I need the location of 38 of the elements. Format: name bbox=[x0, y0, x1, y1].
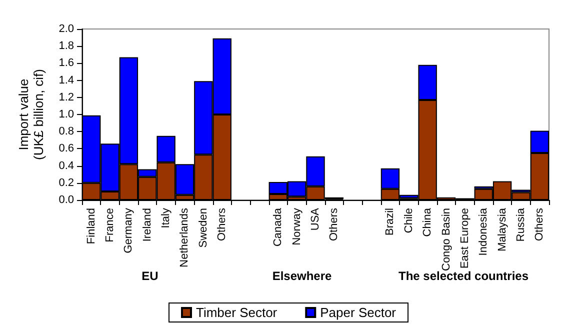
y-tick-label: 1.8 bbox=[58, 40, 74, 52]
y-tick-label: 1.6 bbox=[58, 57, 74, 70]
text: Elsewhere bbox=[272, 269, 332, 283]
x-tick-label: Congo Basin bbox=[440, 208, 452, 271]
y-tick-label: 1.4 bbox=[58, 74, 74, 86]
y-tick-label: 0.2 bbox=[58, 176, 74, 189]
x-tick-label: Norway bbox=[290, 208, 303, 246]
x-tick-label: Others bbox=[216, 208, 228, 242]
x-tick-label: USA bbox=[310, 207, 322, 231]
x-tick-label: Canada bbox=[272, 207, 284, 247]
x-tick-label: Malaysia bbox=[496, 207, 508, 252]
x-tick-label: Germany bbox=[122, 208, 135, 254]
text: The selected countries bbox=[398, 269, 529, 283]
x-tick-label: Netherlands bbox=[178, 208, 191, 268]
x-tick-label: Sweden bbox=[197, 208, 210, 248]
x-tick-label: Ireland bbox=[141, 208, 154, 242]
legend-label: Timber Sector bbox=[196, 305, 278, 320]
x-tick-label: Russia bbox=[514, 207, 527, 242]
x-tick-label: France bbox=[104, 208, 116, 242]
x-tick-label: Brazil bbox=[384, 208, 396, 236]
x-tick-label: China bbox=[422, 207, 434, 237]
x-tick-label: Italy bbox=[160, 208, 172, 228]
y-tick-label: 1.2 bbox=[58, 91, 74, 104]
y-tick-label: 0.8 bbox=[58, 126, 74, 138]
y-axis-title: Import value (UK£ billion, cif) bbox=[16, 68, 46, 160]
x-tick-label: Indonesia bbox=[478, 207, 490, 256]
x-tick-label: Chile bbox=[402, 208, 415, 234]
x-tick-label: East Europe bbox=[458, 208, 471, 269]
y-tick-label: 0.0 bbox=[58, 194, 74, 206]
y-tick-label: 2.0 bbox=[58, 23, 74, 35]
legend-label: Paper Sector bbox=[320, 305, 397, 320]
y-tick-label: 0.6 bbox=[58, 142, 74, 155]
x-tick-label: Others bbox=[534, 208, 546, 242]
y-tick-label: 1.0 bbox=[58, 108, 74, 120]
x-tick-label: Others bbox=[328, 208, 340, 242]
text: EU bbox=[142, 269, 158, 283]
y-tick-label: 0.4 bbox=[58, 160, 74, 172]
x-tick-label: Finland bbox=[85, 208, 98, 244]
